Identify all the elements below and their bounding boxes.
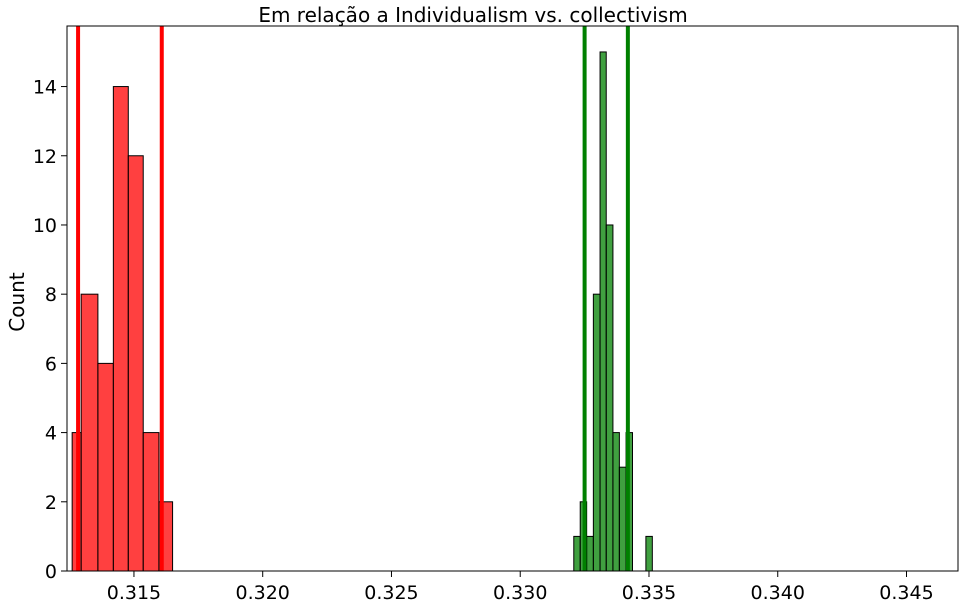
x-tick-label: 0.340 (751, 582, 805, 604)
chart-title: Em relação a Individualism vs. collectiv… (258, 3, 687, 27)
y-axis-label: Count (5, 272, 29, 332)
histogram-bar-0-3 (112, 86, 129, 572)
x-tick-label: 0.330 (493, 582, 547, 604)
plot-frame (66, 25, 959, 572)
x-axis-ticks: 0.315 0.320 0.325 0.330 0.335 0.340 0.345 (107, 571, 934, 604)
histogram-bar-1-4 (599, 51, 607, 572)
y-tick-label: 2 (45, 492, 57, 514)
y-tick-label: 6 (45, 353, 57, 375)
y-tick-label: 12 (33, 146, 57, 168)
histogram-bar-0-2 (97, 362, 114, 572)
y-tick-label: 8 (45, 284, 57, 306)
y-tick-label: 10 (33, 215, 57, 237)
histogram-bar-1-5 (605, 224, 614, 572)
y-tick-label: 0 (45, 561, 57, 583)
x-tick-label: 0.335 (622, 582, 676, 604)
y-tick-label: 14 (33, 77, 57, 99)
histogram-bar-0-5 (142, 432, 160, 572)
histogram-bar-1-2 (586, 535, 594, 572)
histogram-bar-0-1 (80, 293, 99, 572)
vlines-layer (76, 26, 630, 571)
histogram-bar-1-11 (645, 535, 653, 572)
histogram-bar-1-7 (618, 466, 627, 572)
x-tick-label: 0.320 (236, 582, 290, 604)
y-axis-ticks: 0 2 4 6 8 10 12 14 (33, 77, 67, 583)
histogram-bar-1-3 (592, 293, 601, 572)
histogram-bar-1-6 (612, 432, 620, 572)
x-tick-label: 0.315 (107, 582, 161, 604)
histogram-bar-1-0 (573, 535, 581, 572)
histogram-bar-0-4 (127, 155, 144, 572)
x-tick-label: 0.345 (879, 582, 933, 604)
x-tick-label: 0.325 (364, 582, 418, 604)
y-tick-label: 4 (45, 423, 57, 445)
